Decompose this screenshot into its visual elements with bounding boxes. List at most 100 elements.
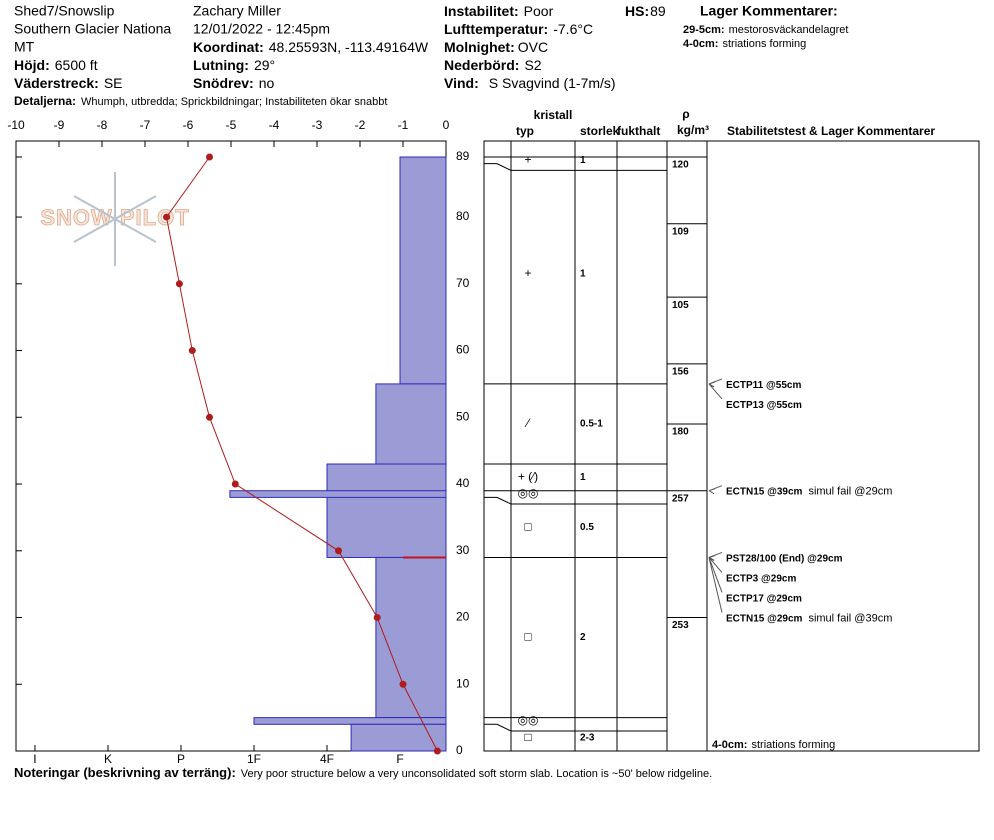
test-name: ECTN15 @39cm (726, 486, 803, 497)
grain-form: + (524, 266, 531, 280)
grain-size: 2 (580, 632, 586, 643)
value: Whumph, utbredda; Sprickbildningar; Inst… (81, 96, 387, 108)
elevation: Höjd: 6500 ft (14, 57, 98, 73)
test-name: ECTP3 @29cm (726, 573, 796, 584)
temperature-point (188, 347, 196, 355)
label: Vind: (444, 75, 479, 91)
grain-form: □ (524, 520, 531, 534)
x-tick-label: -6 (183, 118, 194, 132)
density-value: 105 (672, 300, 689, 311)
label: Detaljerna: (14, 94, 76, 108)
density-value: 120 (672, 160, 689, 171)
hardness-label: 1F (247, 752, 261, 766)
label: Lutning: (193, 57, 249, 73)
label: Noteringar (beskrivning av terräng): (14, 765, 236, 780)
layer-comments-title: Lager Kommentarer: (700, 3, 838, 19)
density-value: 156 (672, 367, 689, 378)
sky: Molnighet: OVC (444, 39, 548, 55)
stability-test: ECTP13 @55cm (726, 400, 802, 411)
x-tick-label: -3 (312, 118, 323, 132)
stability-test: ECTN15 @39cm simul fail @29cm (726, 486, 892, 498)
temperature-point (163, 213, 170, 221)
coordinates: Koordinat: 48.25593N, -113.49164W (193, 39, 429, 55)
hardness-layer (375, 383, 447, 465)
test-comment: simul fail @29cm (808, 486, 892, 498)
value: no (259, 75, 275, 91)
value: Very poor structure below a very unconso… (241, 768, 712, 780)
test-name: ECTP17 @29cm (726, 593, 802, 604)
grain-form: ⁄ (524, 416, 531, 430)
value: 89 (650, 3, 666, 19)
grain-size: 1 (580, 472, 586, 483)
x-tick-label: -5 (226, 118, 237, 132)
value: S Svagvind (1-7m/s) (489, 75, 616, 91)
air-temp: Lufttemperatur: -7.6°C (444, 21, 593, 37)
grain-form: □ (524, 730, 531, 744)
hardness-layer (350, 723, 447, 752)
label: Instabilitet: (444, 3, 519, 19)
grain-size: 0.5-1 (580, 419, 603, 430)
x-tick-label: -4 (269, 118, 280, 132)
text: mestorosväckandelagret (729, 24, 849, 36)
value: 6500 ft (55, 57, 98, 73)
layer-comment: 4-0cm: striations forming (683, 38, 806, 50)
y-tick-label: 0 (456, 743, 463, 757)
slope: Lutning: 29° (193, 57, 275, 73)
stability-test: PST28/100 (End) @29cm (726, 553, 843, 564)
stability-test: ECTP3 @29cm (726, 573, 796, 584)
y-tick-label: 10 (456, 676, 470, 690)
aspect: Väderstreck: SE (14, 75, 123, 91)
grain-form: + (524, 153, 531, 167)
test-comment: simul fail @39cm (808, 612, 892, 624)
hardness-layer (399, 156, 447, 385)
y-tick-label: 30 (456, 543, 470, 557)
grain-size: 1 (580, 268, 586, 279)
y-tick-label: 20 (456, 610, 470, 624)
label: Nederbörd: (444, 57, 519, 73)
temperature-point (231, 480, 239, 488)
density-value: 109 (672, 226, 689, 237)
x-tick-label: -10 (7, 118, 25, 132)
stability-test: ECTP17 @29cm (726, 593, 802, 604)
grain-size: 2-3 (580, 732, 595, 743)
label: Höjd: (14, 57, 50, 73)
temperature-line (165, 156, 438, 752)
stability-test: ECTN15 @29cm simul fail @39cm (726, 612, 892, 624)
grain-size: 0.5 (580, 522, 594, 533)
test-arrow (708, 554, 723, 613)
grain-size: 1 (580, 155, 586, 166)
logo-flake (73, 172, 157, 266)
hardness-label: P (177, 752, 185, 766)
grain-form: ◎◎ (518, 713, 539, 727)
layer-comment: 29-5cm: mestorosväckandelagret (683, 24, 848, 36)
column-header: typ (516, 124, 534, 138)
label: Lufttemperatur: (444, 21, 548, 37)
y-tick-label: 60 (456, 343, 470, 357)
label: Väderstreck: (14, 75, 99, 91)
x-tick-label: -2 (355, 118, 366, 132)
wind-loading: Snödrev: no (193, 75, 274, 91)
grain-form: + (⁄) (518, 470, 538, 484)
density-value: 180 (672, 427, 689, 438)
temperature-point (399, 680, 407, 688)
hs: HS:89 (625, 3, 666, 19)
column-header: storlek (580, 124, 620, 138)
temperature-point (206, 413, 213, 421)
range: 29-5cm: (683, 24, 725, 36)
x-tick-label: -1 (398, 118, 409, 132)
test-name: ECTN15 @29cm (726, 613, 803, 624)
label: Snödrev: (193, 75, 254, 91)
value: Poor (524, 3, 554, 19)
test-name: ECTP13 @55cm (726, 400, 802, 411)
column-header: fukthalt (617, 124, 660, 138)
label: HS: (625, 3, 649, 19)
site: Shed7/Snowslip (14, 3, 115, 19)
range: 4-0cm: (712, 739, 747, 751)
temperature-point (373, 614, 381, 622)
footer: Noteringar (beskrivning av terräng): Very… (14, 765, 712, 780)
test-arrow (708, 381, 723, 400)
temperature-point (175, 280, 183, 288)
y-tick-label: 80 (456, 209, 470, 223)
table-frame (483, 140, 980, 752)
